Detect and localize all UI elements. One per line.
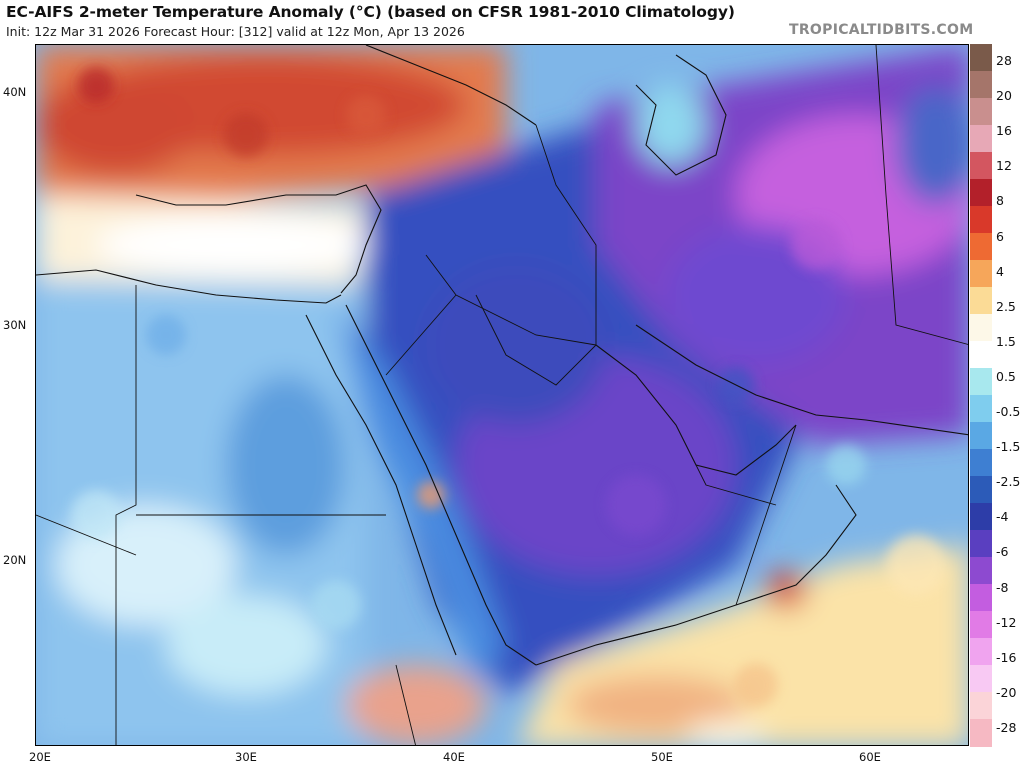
lat-label-40n: 40N <box>3 85 27 99</box>
colorbar-label: -16 <box>996 649 1017 665</box>
colorbar-label: -12 <box>996 614 1017 630</box>
colorbar-cell <box>970 476 992 504</box>
map-canvas <box>36 45 968 745</box>
colorbar-cell <box>970 314 992 342</box>
colorbar-label: 0.5 <box>996 368 1016 384</box>
colorbar-label: 2.5 <box>996 298 1016 314</box>
forecast-info: Init: 12z Mar 31 2026 Forecast Hour: [31… <box>6 24 465 39</box>
colorbar-label: -4 <box>996 509 1009 525</box>
colorbar-cell <box>970 584 992 612</box>
lon-label-60e: 60E <box>859 750 881 764</box>
lon-label-40e: 40E <box>443 750 465 764</box>
colorbar-cell <box>970 611 992 639</box>
colorbar-label: 12 <box>996 158 1012 174</box>
colorbar-cell <box>970 395 992 423</box>
colorbar-cell <box>970 287 992 315</box>
colorbar-label: -1.5 <box>996 439 1021 455</box>
colorbar-cell <box>970 449 992 477</box>
colorbar-cell <box>970 719 992 747</box>
colorbar-label: 16 <box>996 123 1012 139</box>
colorbar-label: -6 <box>996 544 1009 560</box>
country-borders <box>36 45 968 745</box>
colorbar-cell <box>970 98 992 126</box>
temperature-anomaly-map[interactable] <box>35 44 969 746</box>
colorbar-cell <box>970 71 992 99</box>
colorbar-cell <box>970 233 992 261</box>
lat-label-20n: 20N <box>3 553 27 567</box>
colorbar-cell <box>970 368 992 396</box>
brand-watermark: TROPICALTIDBITS.COM <box>789 22 974 38</box>
colorbar-label: 8 <box>996 193 1004 209</box>
colorbar <box>970 44 992 747</box>
colorbar-cell <box>970 557 992 585</box>
colorbar-label: -8 <box>996 579 1009 595</box>
colorbar-cell <box>970 152 992 180</box>
lon-label-50e: 50E <box>651 750 673 764</box>
colorbar-label: -0.5 <box>996 404 1021 419</box>
colorbar-cell <box>970 692 992 720</box>
colorbar-cell <box>970 530 992 558</box>
lat-label-30n: 30N <box>3 318 27 332</box>
colorbar-cell <box>970 206 992 234</box>
colorbar-cell <box>970 503 992 531</box>
colorbar-label: -28 <box>996 719 1017 735</box>
colorbar-cell <box>970 260 992 288</box>
anomaly-field <box>36 45 968 745</box>
colorbar-label: -20 <box>996 684 1017 700</box>
colorbar-cell <box>970 638 992 666</box>
anomaly-detail <box>71 67 946 707</box>
colorbar-label: -2.5 <box>996 474 1021 490</box>
map-title: EC-AIFS 2-meter Temperature Anomaly (°C)… <box>6 3 735 21</box>
colorbar-label: 6 <box>996 228 1004 244</box>
lon-label-20e: 20E <box>29 750 51 764</box>
colorbar-cell <box>970 125 992 153</box>
colorbar-label: 4 <box>996 263 1004 279</box>
colorbar-label: 28 <box>996 53 1012 68</box>
colorbar-cell <box>970 665 992 693</box>
colorbar-cell <box>970 179 992 207</box>
colorbar-cell <box>970 422 992 450</box>
colorbar-label: 1.5 <box>996 333 1016 349</box>
lon-label-30e: 30E <box>235 750 257 764</box>
colorbar-cell <box>970 44 992 72</box>
colorbar-cell <box>970 341 992 369</box>
colorbar-label: 20 <box>996 88 1012 104</box>
